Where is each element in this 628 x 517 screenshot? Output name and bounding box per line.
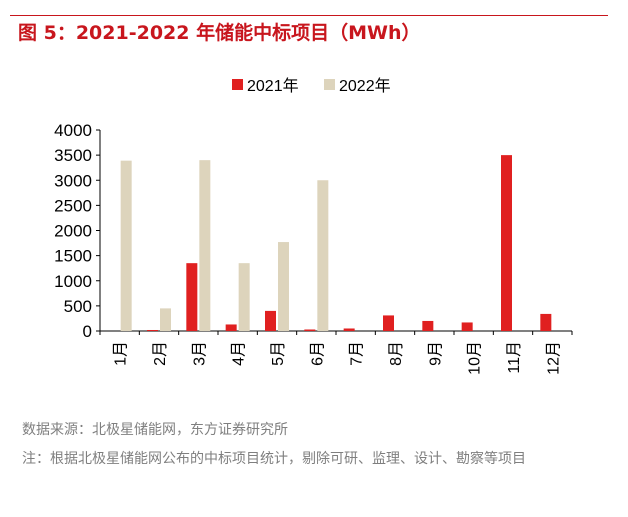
data-source: 数据来源：北极星储能网，东方证券研究所 (22, 422, 288, 438)
bar-2021 (422, 320, 434, 331)
y-tick-label: 0 (83, 322, 92, 341)
bar-2022 (238, 263, 250, 331)
x-tick-label: 8月 (388, 341, 405, 366)
bar-2022 (120, 160, 132, 331)
footnote: 注：根据北极星储能网公布的中标项目统计，剔除可研、监理、设计、勘察等项目 (22, 451, 526, 467)
x-tick-label: 5月 (270, 341, 287, 366)
x-tick-label: 7月 (349, 341, 366, 366)
bar-2022 (317, 180, 329, 331)
x-tick-label: 1月 (113, 341, 130, 366)
bar-2021 (540, 313, 552, 331)
bar-2021 (461, 322, 473, 331)
y-tick-label: 2500 (54, 196, 92, 215)
bar-2022 (160, 308, 171, 331)
legend-swatch (324, 79, 335, 90)
x-tick-label: 12月 (545, 341, 562, 375)
x-tick-label: 11月 (506, 341, 523, 374)
y-tick-label: 1000 (54, 272, 92, 291)
legend-swatch (232, 79, 243, 90)
bar-2021 (383, 315, 394, 331)
bar-2022 (278, 242, 289, 331)
x-tick-label: 9月 (427, 341, 444, 366)
x-tick-label: 10月 (467, 341, 484, 375)
bar-2022 (199, 160, 211, 331)
y-tick-label: 500 (64, 297, 92, 316)
x-tick-label: 4月 (231, 341, 248, 366)
bar-2021 (343, 328, 355, 331)
x-tick-label: 6月 (309, 341, 326, 366)
title-rule (10, 15, 608, 16)
y-tick-label: 2000 (54, 222, 92, 241)
x-tick-label: 3月 (191, 341, 208, 366)
bar-2021 (186, 263, 198, 331)
bar-2021 (501, 155, 512, 331)
bar-2021 (225, 324, 237, 331)
bar-chart: 0 500 1000 1500 2000 2500 3000 3500 4000 1月 2月 3月 4月… (54, 77, 573, 375)
bar-2021 (304, 329, 316, 331)
x-tick-label: 2月 (152, 341, 169, 366)
y-tick-label: 1500 (54, 247, 92, 266)
y-tick-label: 3000 (54, 171, 92, 190)
y-tick-label: 4000 (54, 121, 92, 140)
bar-2021 (147, 329, 158, 331)
figure-title: 图 5：2021-2022 年储能中标项目（MWh） (18, 22, 421, 44)
legend-label: 2021年 (247, 77, 299, 95)
bar-2021 (265, 310, 276, 331)
y-tick-label: 3500 (54, 146, 92, 165)
legend-label: 2022年 (339, 77, 391, 95)
